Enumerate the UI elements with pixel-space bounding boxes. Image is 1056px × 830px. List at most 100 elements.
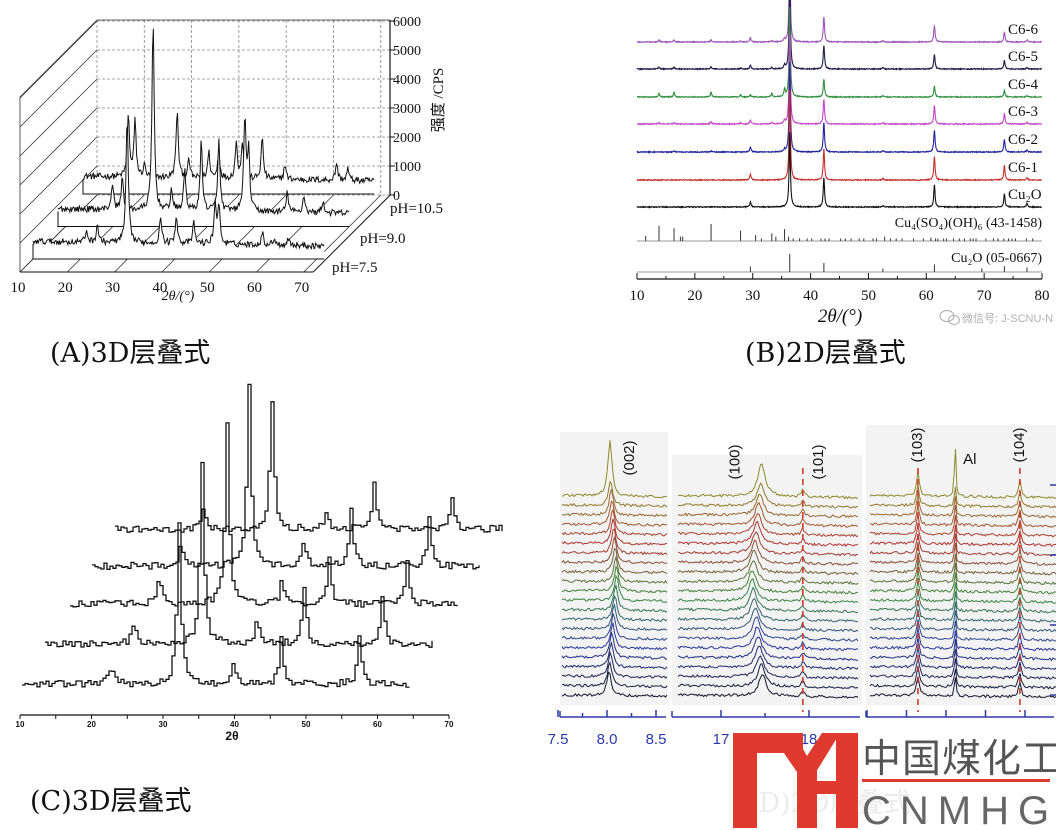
logo-mark [733,733,858,828]
series-line-C6-3 [637,34,1043,126]
x-tick-label: 50 [200,280,215,296]
scan-line [869,541,1056,566]
x-tick-label: 30 [105,280,120,296]
scan-line [677,549,859,576]
cnmhg-logo: 中国煤化工 CNMHG [733,733,1056,830]
panel-background [866,425,1056,705]
peak-label: (103) [909,427,926,462]
watermark-text: 微信号: J-SCNU-N [962,311,1053,325]
chart-c-3d-waterfall: 10 20 30 40 50 60 70 2θ [16,383,503,743]
series-line-Cu₂O [636,132,1042,209]
chart-a-3d-waterfall: 0 1000 2000 3000 4000 5000 6000 10 20 30 40 50 60 70 强… [11,15,448,304]
scan-line [869,657,1056,680]
scan-line [869,609,1056,633]
series-label: C6-6 [1008,22,1039,38]
series-line [45,461,433,648]
series-base-strip [57,211,350,227]
scan-line [677,636,859,661]
peak-label: (002) [621,440,638,475]
x-tick-label: 30 [159,720,168,729]
x-tick-label: 40 [803,288,818,304]
scan-line [561,622,668,651]
series-line [22,522,410,688]
x-tick-label: 70 [294,280,309,296]
series-base-strip [82,179,375,195]
scan-line [561,671,668,698]
scan-line [869,560,1056,585]
scan-line [561,603,668,632]
x-axis-label: 2θ/(°) [162,289,195,304]
scan-line [561,585,668,613]
series-occluder [58,28,350,227]
scan-line [677,560,859,585]
x-tick-label: 40 [230,720,239,729]
scan-line [677,482,859,509]
x-tick-label: 20 [58,280,73,296]
scan-line [869,552,1056,576]
side-top-edge [19,19,98,98]
scan-line [677,674,859,699]
scan-line [677,531,859,557]
series-label: C6-2 [1008,132,1038,148]
series-label: C6-4 [1008,77,1039,93]
series-label: C6-3 [1008,104,1038,120]
reference-label: Cu₂O (05-0667) [951,251,1042,266]
scan-line [869,580,1056,604]
x-axis-label: 2θ [225,729,238,743]
scan-line [869,494,1056,519]
logo-chinese-text: 中国煤化工 [862,738,1056,781]
x-tick-label: 20 [87,720,96,729]
series-line-pH=10.5 [82,112,375,185]
panel-3: (103) Al (104) [865,425,1056,718]
series-line [92,383,480,570]
panel-2: (100) (101) 17 18 [671,444,862,748]
figure-label-a: (A)3D层叠式 [50,338,210,369]
scan-line [677,493,859,519]
scan-line [561,641,668,670]
plot-area [636,0,1043,209]
panel-background [560,432,668,705]
scan-line [869,627,1056,652]
x-tick-label: 50 [302,720,311,729]
x-axis-label: 2θ/(°) [818,306,862,327]
scan-line [677,578,859,604]
scan-line [677,520,859,548]
figure-label-b: (B)2D层叠式 [745,338,906,369]
chart-d-2d-stacked: (002) 7.5 8.0 8.5 (100) (101) 17 18 (103) Al (104)… [548,425,1056,775]
side-grid-line [19,107,98,186]
side-grid-line [19,49,98,128]
series-line-C6-4 [637,7,1043,99]
x-tick-label: 60 [373,720,382,729]
x-tick-label: 17 [713,731,730,748]
scan-line [869,533,1056,557]
scan-line [561,500,667,527]
side-grid-line [19,78,98,157]
series-label: pH=10.5 [390,201,443,217]
scan-line [561,489,668,518]
x-tick-label: 60 [919,288,934,304]
scan-line [869,513,1056,538]
scan-line [869,484,1056,509]
scan-line [677,597,859,623]
series-label: Cu₂O [1008,187,1042,203]
scan-line [678,513,859,538]
scan-line [869,524,1056,548]
series-line-pH=9.0 [57,28,350,218]
x-tick-label: 70 [445,720,454,729]
scan-line [561,564,668,594]
side-grid-line [19,136,98,215]
scan-line [561,480,668,508]
scan-line [677,626,859,652]
scan-line [561,440,668,499]
x-tick-label: 50 [861,288,876,304]
scan-line [561,630,668,660]
chart-b-2d-stacked: C6-6 C6-5 C6-4 C6-3 C6-2 C6-1 Cu₂O Cu₄(SO₄)(OH)… [630,0,1050,327]
scan-line [677,586,858,614]
reference-label: Cu₄(SO₄)(OH)₆ (43-1458) [895,216,1043,231]
x-tick-label: 20 [687,288,702,304]
logo-english-text: CNMHG [862,789,1056,830]
peak-label: (104) [1011,427,1028,462]
scan-line [678,463,858,500]
peak-label: (100) [726,444,743,479]
